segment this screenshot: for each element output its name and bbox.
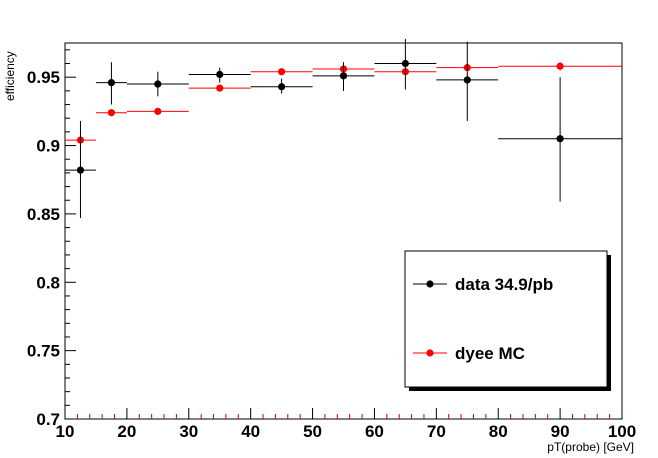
y-tick-label: 0.95 xyxy=(27,68,60,87)
marker xyxy=(154,80,162,88)
legend-marker xyxy=(426,349,434,357)
x-tick-label: 90 xyxy=(551,422,570,441)
marker xyxy=(278,68,286,76)
x-tick-label: 100 xyxy=(608,422,636,441)
y-tick-label: 0.85 xyxy=(27,205,60,224)
legend-entry: data 34.9/pb xyxy=(413,275,553,294)
data-point xyxy=(126,71,189,97)
data-point xyxy=(498,62,622,71)
marker xyxy=(76,166,85,174)
legend-label: dyee MC xyxy=(455,344,525,363)
legend-box xyxy=(404,250,608,388)
y-tick-label: 0.7 xyxy=(36,410,60,429)
legend-label: data 34.9/pb xyxy=(455,275,553,294)
x-tick-label: 50 xyxy=(303,422,322,441)
y-tick-label: 0.9 xyxy=(36,137,60,156)
marker xyxy=(216,70,224,79)
data-point xyxy=(95,109,127,117)
marker xyxy=(107,79,116,87)
y-tick-label: 0.8 xyxy=(36,273,60,292)
marker xyxy=(339,72,348,80)
legend-marker xyxy=(426,280,434,288)
x-tick-label: 40 xyxy=(241,422,260,441)
y-tick-label: 0.75 xyxy=(27,342,60,361)
plot-frame xyxy=(64,42,623,420)
marker xyxy=(216,84,224,92)
series-data xyxy=(65,38,622,219)
data-point xyxy=(250,68,313,76)
marker xyxy=(154,107,162,115)
data-layer xyxy=(65,38,622,219)
data-point xyxy=(498,77,622,202)
legend: data 34.9/pb dyee MC xyxy=(404,250,611,391)
data-point xyxy=(436,41,499,121)
data-point xyxy=(65,120,96,219)
x-tick-label: 10 xyxy=(56,422,75,441)
data-point xyxy=(250,78,313,94)
marker xyxy=(556,135,564,143)
marker xyxy=(556,62,564,70)
x-tick-label: 20 xyxy=(117,422,136,441)
y-axis-title: efficiency xyxy=(3,51,17,101)
marker xyxy=(463,76,471,84)
marker xyxy=(278,83,286,91)
data-point xyxy=(126,107,189,115)
x-tick-label: 30 xyxy=(179,422,198,441)
data-point xyxy=(374,38,437,90)
data-point xyxy=(188,67,251,83)
data-point xyxy=(188,84,251,92)
marker xyxy=(401,59,409,68)
x-tick-label: 60 xyxy=(365,422,384,441)
axes: 10 20 30 40 50 60 70 80 90 100 0.7 0.75 0.8 0.85 0.9 0.… xyxy=(27,42,636,441)
marker xyxy=(107,109,116,117)
x-tick-label: 80 xyxy=(489,422,508,441)
data-point xyxy=(95,62,127,105)
data-point xyxy=(312,62,375,91)
x-tick-label: 70 xyxy=(427,422,446,441)
x-axis-title: pT(probe) [GeV] xyxy=(547,440,634,454)
legend-entry: dyee MC xyxy=(413,344,525,363)
